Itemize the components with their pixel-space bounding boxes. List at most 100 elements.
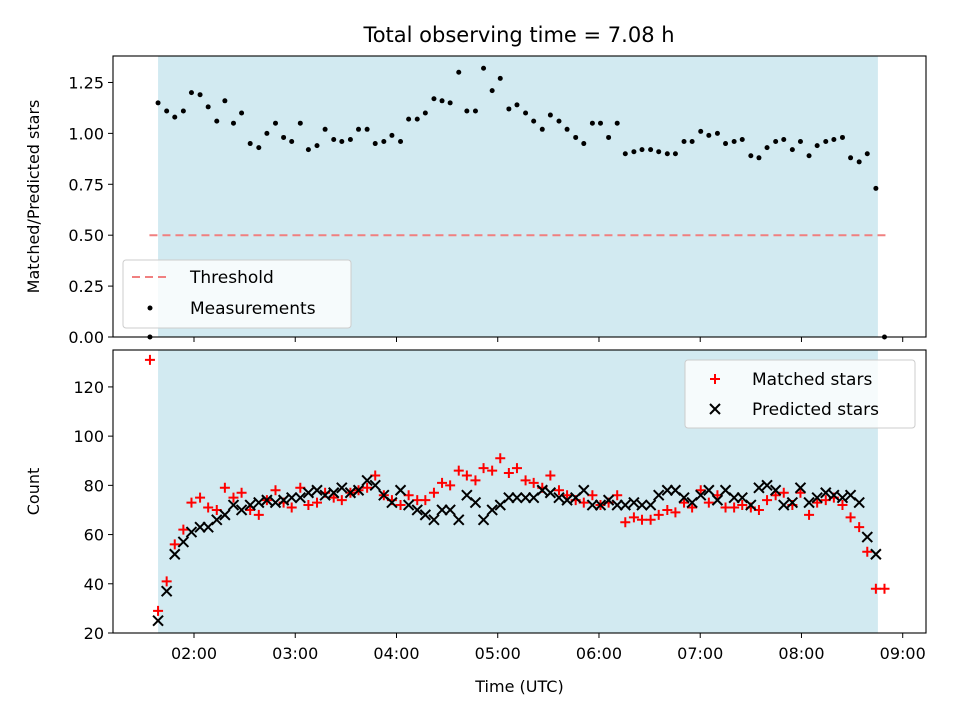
measurement-point <box>764 145 770 151</box>
matched-point <box>236 487 247 498</box>
measurement-point <box>656 149 662 155</box>
measurement-point <box>456 69 462 75</box>
measurement-point <box>281 134 287 140</box>
measurement-point <box>639 147 645 153</box>
measurement-point <box>556 118 562 124</box>
measurement-point <box>848 155 854 161</box>
matched-point <box>528 477 539 488</box>
measurement-point <box>305 147 311 153</box>
matched-point <box>587 490 598 501</box>
measurement-point <box>698 128 704 134</box>
measurement-point <box>789 147 795 153</box>
legend-measurement-label: Measurements <box>190 299 316 319</box>
predicted-point <box>361 474 373 487</box>
predicted-point <box>870 548 882 560</box>
matched-point <box>161 576 172 587</box>
measurement-point <box>781 136 787 142</box>
measurement-point <box>573 134 579 140</box>
legend-matched-label: Matched stars <box>752 370 872 390</box>
matched-point <box>428 487 439 498</box>
predicted-point <box>419 509 432 521</box>
x-tick-label: 03:00 <box>272 644 318 663</box>
matched-point <box>420 495 431 506</box>
figure-title: Total observing time = 7.08 h <box>362 23 674 47</box>
matched-point <box>687 502 698 513</box>
matched-point <box>703 497 714 508</box>
measurement-point <box>205 104 211 110</box>
axes-frame <box>112 349 927 634</box>
measurement-point <box>356 126 362 132</box>
measurement-point <box>739 136 745 142</box>
predicted-point <box>761 479 773 492</box>
legend-measurement-swatch <box>147 305 153 311</box>
bottom-axes: 20 40 60 80 100 120 02:00 03:00 04:00 05:00 06:00 0… <box>24 349 927 696</box>
predicted-point <box>828 489 840 501</box>
measurement-point <box>648 147 654 153</box>
measurement-point <box>531 118 537 124</box>
predicted-point <box>352 484 365 496</box>
measurement-point <box>797 139 803 145</box>
matched-point <box>303 500 314 511</box>
predicted-point <box>728 491 740 504</box>
matched-point <box>562 490 573 501</box>
measurement-point <box>814 143 820 149</box>
y-tick-label: 0.00 <box>68 328 104 347</box>
predicted-point <box>745 499 757 511</box>
predicted-point <box>302 487 315 499</box>
y-tick-label: 120 <box>73 378 104 397</box>
plot-area <box>147 65 889 340</box>
matched-point <box>195 492 206 503</box>
matched-point <box>178 524 189 535</box>
predicted-point <box>285 491 298 504</box>
predicted-point <box>394 484 407 496</box>
matched-point <box>845 512 856 523</box>
y-tick-label: 0.25 <box>68 277 104 296</box>
predicted-point <box>644 499 657 511</box>
predicted-point <box>820 487 832 499</box>
matched-point <box>795 487 806 498</box>
predicted-point <box>536 484 548 496</box>
x-tick-label: 09:00 <box>880 644 926 663</box>
measurement-point <box>631 149 637 155</box>
matched-point <box>270 485 281 496</box>
predicted-point <box>703 484 715 496</box>
matched-point <box>854 522 865 533</box>
measurement-point <box>398 139 404 145</box>
predicted-point <box>169 548 181 560</box>
predicted-point <box>444 504 456 516</box>
y-tick-label: 80 <box>84 476 104 495</box>
predicted-point <box>553 491 565 504</box>
measurement-point <box>180 108 186 114</box>
measurement-point <box>422 110 428 116</box>
matched-point <box>219 482 230 493</box>
measurement-point <box>230 120 236 126</box>
plot-area <box>144 354 890 627</box>
y-tick-label: 20 <box>84 624 104 643</box>
matched-point <box>695 485 706 496</box>
measurement-point <box>514 102 520 108</box>
predicted-point <box>253 496 265 509</box>
legend-predicted-label: Predicted stars <box>752 400 879 420</box>
measurement-point <box>497 75 503 81</box>
predicted-point <box>152 614 164 627</box>
predicted-point <box>853 496 865 509</box>
measurement-point <box>748 153 754 159</box>
measurement-point <box>823 139 829 145</box>
matched-point <box>778 487 789 498</box>
matched-point <box>862 546 873 557</box>
predicted-point <box>477 514 490 526</box>
predicted-point <box>561 494 573 506</box>
measurement-point <box>297 120 303 126</box>
predicted-point <box>219 509 231 521</box>
predicted-point <box>160 585 173 597</box>
predicted-point <box>369 479 381 492</box>
measurement-point <box>472 108 478 114</box>
predicted-point <box>811 491 823 504</box>
measurement-point <box>155 100 161 106</box>
measurement-point <box>164 108 170 114</box>
measurement-point <box>214 118 220 124</box>
predicted-point <box>311 484 323 496</box>
x-tick-label: 06:00 <box>576 644 622 663</box>
y-axis-label: Count <box>24 468 43 516</box>
